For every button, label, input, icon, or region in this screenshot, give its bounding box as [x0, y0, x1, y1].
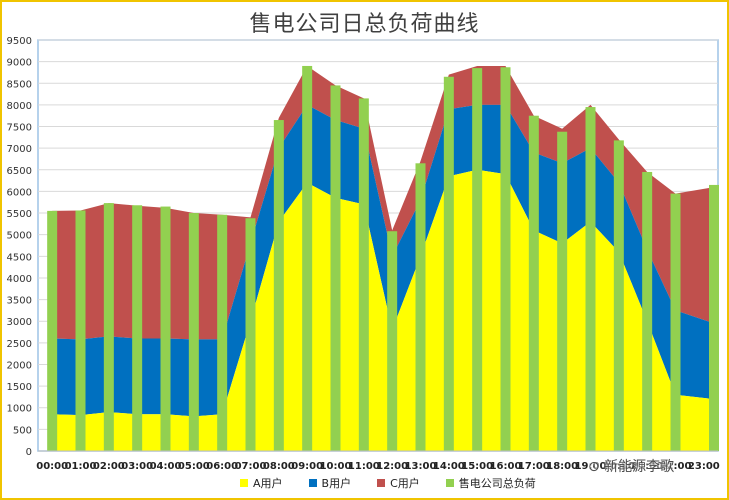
bar-total — [709, 184, 719, 451]
x-tick-label: 16:00 — [490, 461, 522, 472]
y-tick-label: 8000 — [7, 101, 32, 112]
legend-item-a: A用户 — [240, 475, 283, 491]
x-tick-label: 09:00 — [291, 461, 323, 472]
y-tick-label: 1500 — [7, 382, 32, 393]
y-tick-label: 8500 — [7, 79, 32, 90]
x-tick-label: 03:00 — [121, 461, 153, 472]
bar-total — [642, 171, 653, 451]
y-tick-label: 1000 — [7, 404, 32, 415]
legend-label-a: A用户 — [253, 477, 283, 490]
y-tick-label: 0 — [26, 447, 32, 458]
y-tick-label: 4500 — [7, 252, 32, 263]
bar-total — [245, 218, 256, 451]
y-tick-label: 6500 — [7, 166, 32, 177]
bar-total — [443, 76, 454, 451]
y-tick-label: 3000 — [7, 317, 32, 328]
x-tick-label: 00:00 — [36, 461, 68, 472]
x-tick-label: 22:00 — [660, 461, 692, 472]
y-tick-label: 5500 — [7, 209, 32, 220]
chart-legend: A用户 B用户 C用户 售电公司总负荷 — [240, 474, 536, 492]
y-tick-label: 4000 — [7, 274, 32, 285]
bar-total — [613, 140, 624, 451]
y-tick-label: 6000 — [7, 187, 32, 198]
bar-total — [188, 213, 199, 451]
watermark-text: 新能源李歌 — [604, 459, 675, 475]
legend-swatch-total — [445, 479, 454, 487]
y-tick-label: 2000 — [7, 360, 32, 371]
bar-total — [670, 193, 681, 451]
y-tick-label: 9500 — [7, 36, 32, 47]
x-tick-label: 17:00 — [518, 461, 550, 472]
bar-total — [330, 85, 341, 451]
bar-total — [47, 210, 58, 451]
x-tick-label: 10:00 — [320, 461, 352, 472]
x-tick-label: 05:00 — [178, 461, 210, 472]
bar-total — [415, 163, 426, 452]
y-tick-label: 7500 — [7, 123, 32, 134]
x-tick-label: 14:00 — [433, 461, 465, 472]
x-tick-label: 01:00 — [65, 461, 97, 472]
series-area-b — [52, 104, 714, 417]
bar-total — [500, 67, 511, 451]
chart-title: 售电公司日总负荷曲线 — [249, 12, 480, 37]
x-tick-label: 04:00 — [150, 461, 182, 472]
legend-swatch-c — [377, 479, 386, 487]
x-tick-label: 20:00 — [603, 461, 635, 472]
y-tick-label: 3500 — [7, 296, 32, 307]
y-tick-label: 500 — [13, 425, 32, 436]
bar-total — [387, 231, 398, 451]
legend-swatch-b — [308, 479, 317, 487]
y-tick-label: 5000 — [7, 231, 32, 242]
legend-label-c: C用户 — [390, 477, 420, 490]
x-tick-label: 18:00 — [546, 461, 578, 472]
bar-total — [557, 131, 568, 451]
y-tick-label: 2500 — [7, 339, 32, 350]
series-area-a — [52, 169, 714, 451]
x-tick-label: 12:00 — [376, 461, 408, 472]
legend-item-b: B用户 — [308, 475, 352, 491]
watermark: ⊙ 新能源李歌 — [588, 456, 674, 476]
x-tick-label: 07:00 — [235, 461, 267, 472]
legend-item-total: 售电公司总负荷 — [445, 475, 536, 491]
bar-total — [132, 205, 143, 451]
x-tick-label: 21:00 — [631, 461, 663, 472]
x-tick-label: 15:00 — [461, 461, 493, 472]
x-tick-label: 19:00 — [575, 461, 607, 472]
bar-total — [302, 65, 313, 452]
legend-swatch-a — [240, 479, 248, 487]
bar-total — [358, 98, 369, 451]
x-tick-label: 08:00 — [263, 461, 295, 472]
y-tick-label: 7000 — [7, 144, 32, 155]
x-tick-label: 23:00 — [688, 461, 720, 472]
x-tick-label: 06:00 — [206, 461, 238, 472]
bar-total — [472, 68, 483, 451]
x-tick-label: 13:00 — [405, 461, 437, 472]
bar-total — [273, 120, 284, 452]
bar-total — [528, 115, 539, 452]
legend-label-total: 售电公司总负荷 — [458, 477, 536, 490]
legend-label-b: B用户 — [321, 477, 352, 490]
wechat-icon: ⊙ — [588, 459, 605, 475]
bar-total — [75, 210, 86, 451]
bar-total — [103, 203, 114, 451]
bar-total — [217, 214, 228, 451]
bar-total — [585, 107, 596, 451]
x-tick-label: 11:00 — [348, 461, 380, 472]
legend-item-c: C用户 — [377, 475, 420, 491]
y-tick-label: 9000 — [7, 58, 32, 69]
x-tick-label: 02:00 — [93, 461, 125, 472]
bar-total — [160, 206, 171, 451]
